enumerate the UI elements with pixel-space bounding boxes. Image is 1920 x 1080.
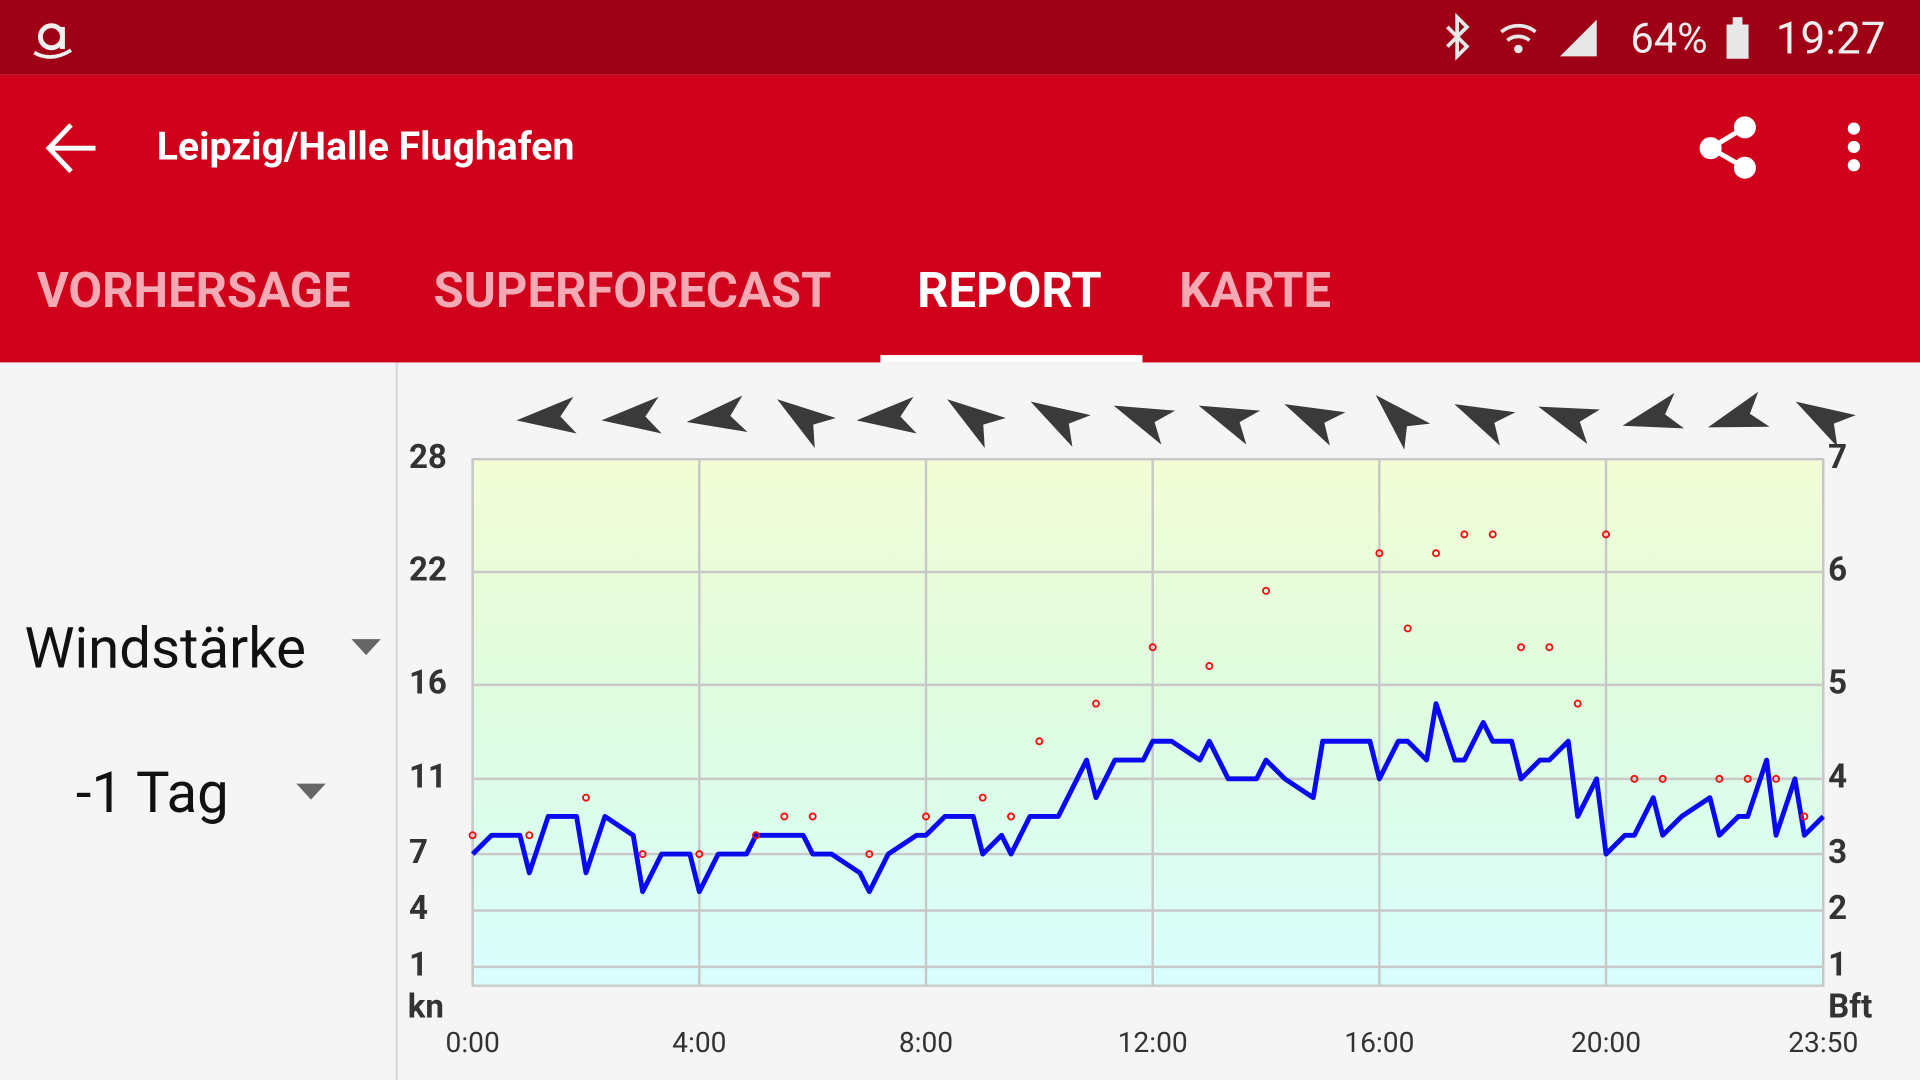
gust-point — [865, 850, 874, 859]
dropdown-icon[interactable] — [296, 783, 326, 800]
gust-point — [582, 793, 590, 802]
gust-point — [1800, 812, 1809, 821]
y2-tick-label: 1 — [1828, 946, 1847, 985]
gust-point — [1658, 774, 1667, 783]
wind-direction-arrow — [1454, 404, 1516, 446]
wind-direction-arrow — [947, 399, 1006, 449]
x-tick-label: 12:00 — [1118, 1026, 1188, 1059]
wind-speed-line — [470, 701, 1825, 895]
gust-point — [1602, 530, 1611, 539]
gust-point — [638, 850, 647, 859]
gust-point — [1403, 624, 1412, 633]
gust-point — [1262, 586, 1270, 595]
dropdown-icon[interactable] — [351, 639, 381, 656]
gust-point — [695, 850, 704, 859]
menu-button[interactable] — [1847, 122, 1860, 172]
status-bar — [0, 0, 1920, 75]
wind-direction-arrow — [1375, 395, 1431, 450]
gust-point — [808, 812, 817, 821]
gust-point — [1743, 774, 1752, 783]
amazon-icon — [33, 23, 72, 59]
tab[interactable]: SUPERFORECAST — [433, 262, 831, 319]
y-tick-label: 11 — [409, 758, 447, 797]
wind-direction-arrow — [601, 396, 662, 434]
wind-direction-arrow — [686, 395, 748, 432]
share-button[interactable] — [1699, 116, 1756, 179]
wind-direction-arrow — [1538, 406, 1600, 445]
y-axis-unit: kn — [408, 988, 444, 1027]
gust-point — [1545, 643, 1554, 652]
y-tick-label: 28 — [409, 438, 447, 477]
chart: 1 4 7 11 16 22 28 1 2 3 4 5 6 7 kn Bft 0:00 4:00 8:00 12:00… — [408, 391, 1872, 1059]
side-panel — [0, 362, 396, 1080]
y2-tick-label: 5 — [1828, 664, 1847, 703]
wind-direction-arrow — [1795, 401, 1856, 447]
y-tick-label: 7 — [409, 833, 428, 872]
wind-direction-arrow — [1198, 405, 1261, 445]
gust-point — [1488, 530, 1497, 539]
y-tick-label: 22 — [409, 551, 447, 590]
gust-point — [468, 831, 477, 840]
gust-point — [525, 831, 534, 840]
tab-bar: VORHERSAGE SUPERFORECAST REPORT KARTE — [37, 262, 1331, 363]
y-tick-label: 16 — [409, 664, 447, 703]
gust-point — [1148, 643, 1157, 652]
x-tick-label: 20:00 — [1571, 1026, 1641, 1059]
y2-tick-label: 6 — [1828, 551, 1847, 590]
y2-tick-label: 7 — [1828, 438, 1847, 477]
plot-background — [471, 457, 1825, 987]
period-select[interactable]: -1 Tag — [76, 760, 229, 826]
battery-level: 64% — [1630, 15, 1707, 64]
gust-point — [1460, 530, 1469, 539]
gust-point — [1630, 774, 1639, 783]
x-tick-label: 0:00 — [446, 1026, 500, 1059]
gust-point — [1375, 549, 1384, 558]
tab[interactable]: VORHERSAGE — [37, 262, 351, 319]
wind-direction-arrow — [777, 399, 836, 449]
x-tick-label: 16:00 — [1344, 1026, 1414, 1059]
gust-point — [1205, 662, 1214, 671]
gust-point — [1772, 774, 1781, 783]
y-tick-label: 4 — [409, 889, 428, 928]
y-tick-label: 1 — [409, 946, 428, 985]
app-title: Leipzig/Halle Flughafen — [157, 124, 575, 170]
status-icons — [1446, 12, 1749, 61]
parameter-select[interactable]: Windstärke — [24, 616, 306, 682]
y2-tick-label: 3 — [1828, 833, 1847, 872]
wind-direction-arrow — [1284, 404, 1346, 446]
x-tick-label: 8:00 — [899, 1026, 953, 1059]
gust-point — [780, 812, 789, 821]
wind-direction-arrow — [1622, 392, 1685, 429]
gust-point — [922, 812, 930, 821]
gust-point — [1573, 699, 1582, 708]
clock: 19:27 — [1776, 12, 1886, 64]
wind-direction-arrow — [1707, 391, 1770, 428]
x-tick-label: 23:50 — [1788, 1026, 1858, 1059]
gust-point — [978, 793, 987, 802]
y2-tick-label: 2 — [1828, 889, 1847, 928]
gust-point — [1007, 812, 1015, 821]
wind-direction-arrow — [856, 396, 917, 434]
gust-point — [1035, 737, 1044, 746]
y2-axis-unit: Bft — [1828, 988, 1872, 1027]
gust-point — [1715, 774, 1724, 783]
wind-direction-arrow — [1113, 405, 1176, 445]
tab[interactable]: REPORT — [917, 262, 1102, 319]
back-button[interactable] — [45, 123, 96, 174]
gust-point — [1092, 699, 1100, 708]
x-tick-label: 4:00 — [672, 1026, 726, 1059]
gust-point — [1432, 549, 1441, 558]
app-bar — [0, 74, 1920, 363]
gust-point — [752, 831, 760, 840]
tab-indicator — [880, 355, 1143, 363]
y2-tick-label: 4 — [1828, 758, 1847, 797]
wind-direction-arrow — [516, 396, 577, 434]
gust-point — [1517, 643, 1526, 652]
tab[interactable]: KARTE — [1179, 262, 1331, 319]
wind-direction-arrow — [1030, 401, 1091, 447]
